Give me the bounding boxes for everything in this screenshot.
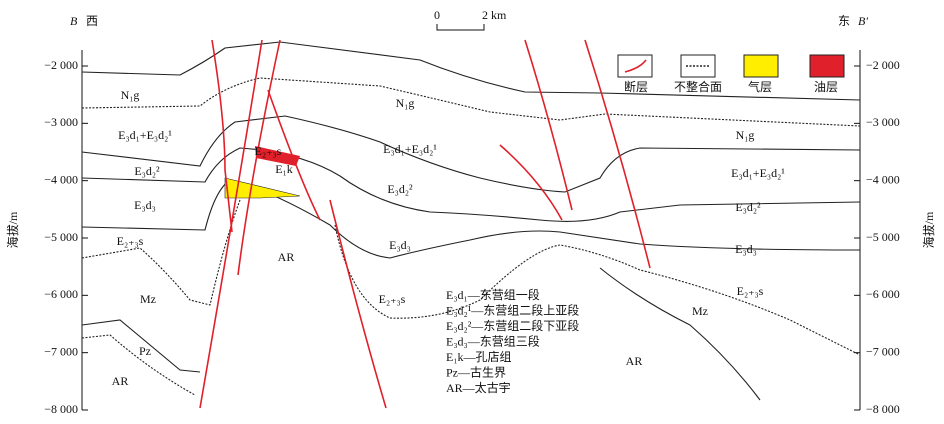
- tick-label: −7 000: [44, 344, 78, 358]
- unit-label: N₁g: [121, 88, 140, 102]
- fault: [329, 199, 387, 409]
- unconformity: [81, 334, 196, 396]
- fault: [267, 89, 321, 221]
- axes: 海拔/m 海拔/m: [5, 50, 936, 410]
- unit-label: E₂₊₃s: [379, 292, 406, 306]
- unit-label: E₂₊₃s: [737, 284, 764, 298]
- unit-label: AR: [626, 354, 643, 368]
- legend-label: 油层: [814, 80, 838, 94]
- unit-label: E₂₊₃s: [255, 144, 282, 158]
- section-mark: B: [70, 14, 78, 28]
- note: Pz—古生界: [446, 364, 506, 379]
- unit-label: E₃d₃: [389, 238, 411, 252]
- oil-layer: [255, 146, 300, 166]
- unit-label: E₃d₁+E₃d₂¹: [731, 166, 785, 180]
- faults: [199, 39, 651, 409]
- note: E₃d₂²—东营组二段下亚段: [446, 318, 579, 333]
- unit-label: AR: [112, 374, 129, 388]
- gas-layer: [224, 177, 301, 199]
- fault: [199, 39, 263, 409]
- tick-label: −4 000: [866, 172, 900, 186]
- horizon: [81, 115, 861, 193]
- scale-label: 0: [434, 8, 440, 22]
- tick-label: −5 000: [866, 230, 900, 244]
- fault: [499, 144, 563, 221]
- fault: [584, 39, 651, 269]
- fault: [524, 39, 573, 211]
- unit-label: Mz: [140, 292, 156, 306]
- horizon: [81, 147, 861, 222]
- unit-label: E₂₊₃s: [117, 234, 144, 248]
- fault: [211, 39, 233, 233]
- unconformity: [81, 77, 861, 127]
- unit-label: E₁k: [275, 162, 293, 176]
- legend-label: 断层: [624, 79, 648, 94]
- axis-title: 海拔/m: [921, 211, 936, 248]
- unit-label: N₁g: [396, 96, 415, 110]
- tick-label: −7 000: [866, 344, 900, 358]
- legend-fault: [617, 54, 653, 78]
- note: E₁k—孔店组: [446, 350, 512, 364]
- section-mark: B′: [858, 14, 868, 28]
- tick-label: −3 000: [44, 115, 78, 129]
- unit-label: E₃d₁+E₃d₂¹: [383, 142, 437, 156]
- legend-label: 不整合面: [674, 79, 722, 94]
- unit-label: Pz: [139, 344, 151, 358]
- legend: [617, 54, 845, 78]
- legend-fault-symbol: [624, 59, 647, 73]
- legend-gas: [743, 54, 779, 78]
- horizon: [81, 41, 861, 101]
- tick-label: −6 000: [44, 287, 78, 301]
- unit-label: E₃d₃: [134, 198, 156, 212]
- legend-label: 气层: [748, 79, 772, 94]
- tick-label: −2 000: [866, 58, 900, 72]
- tick-label: −8 000: [866, 402, 900, 416]
- legend-oil: [809, 54, 845, 78]
- scale-label: 2 km: [482, 8, 507, 22]
- note: AR—太古宇: [446, 380, 511, 395]
- tick-label: −2 000: [44, 58, 78, 72]
- tick-label: −6 000: [866, 287, 900, 301]
- note: E₃d₃—东营组三段: [446, 333, 540, 348]
- tick-label: −4 000: [44, 172, 78, 186]
- axis-title: 海拔/m: [5, 211, 20, 248]
- fault: [237, 39, 281, 276]
- scale-bar: [436, 24, 485, 31]
- unit-label: Mz: [692, 304, 708, 318]
- note: E₃d₁—东营组一段: [446, 287, 540, 302]
- note: E₃d₂¹—东营组二段上亚段: [446, 302, 579, 317]
- unit-label: E₃d₂²: [134, 164, 160, 178]
- unit-label: E₃d₂²: [735, 200, 761, 214]
- header: B 西 东 B′ 0 2 km: [70, 8, 868, 31]
- tick-label: −8 000: [44, 402, 78, 416]
- unit-label: E₃d₁+E₃d₂¹: [118, 128, 172, 142]
- direction: 西: [86, 14, 98, 28]
- unit-label: AR: [278, 250, 295, 264]
- tick-label: −5 000: [44, 230, 78, 244]
- horizon: [81, 267, 761, 401]
- tick-label: −3 000: [866, 115, 900, 129]
- unit-label: E₃d₂²: [387, 182, 413, 196]
- unit-label: E₃d₃: [735, 242, 757, 256]
- unit-label: N₁g: [736, 128, 755, 142]
- horizons: [81, 41, 861, 401]
- direction: 东: [838, 14, 850, 28]
